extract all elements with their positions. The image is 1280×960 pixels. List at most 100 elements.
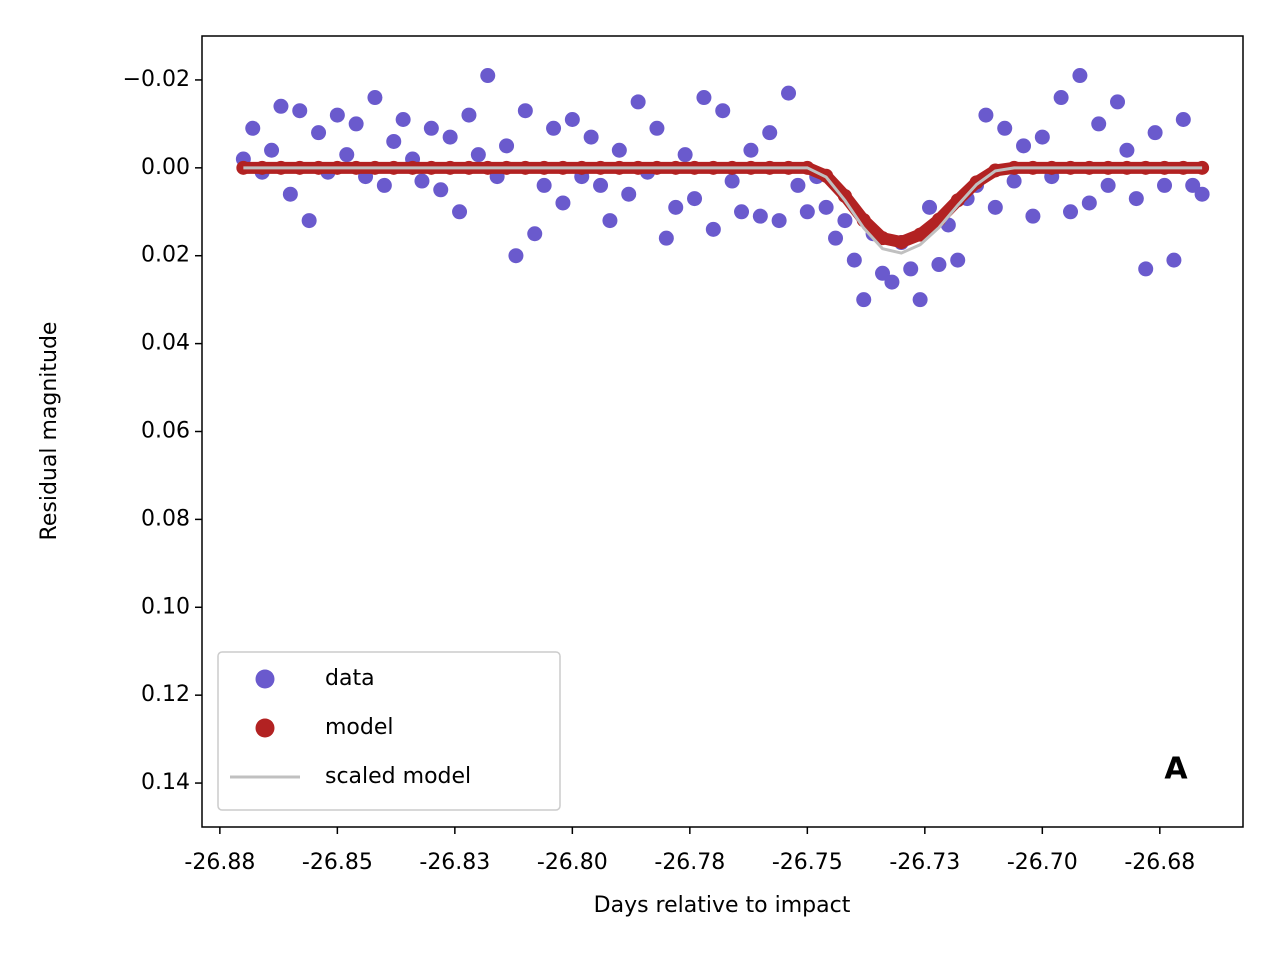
data-point bbox=[705, 221, 721, 237]
data-point bbox=[931, 257, 947, 273]
data-point bbox=[386, 133, 402, 149]
data-point bbox=[846, 252, 862, 268]
data-point bbox=[480, 68, 496, 84]
data-point bbox=[367, 90, 383, 106]
data-point bbox=[245, 120, 261, 136]
data-point bbox=[1072, 68, 1088, 84]
x-tick-label: -26.88 bbox=[184, 850, 255, 875]
data-point bbox=[1128, 191, 1144, 207]
data-point bbox=[301, 213, 317, 229]
data-point bbox=[1063, 204, 1079, 220]
data-point bbox=[922, 199, 938, 215]
legend-box bbox=[217, 651, 561, 811]
legend-key bbox=[255, 669, 275, 689]
data-point bbox=[677, 147, 693, 163]
data-point bbox=[762, 125, 778, 141]
data-point bbox=[583, 129, 599, 145]
data-point bbox=[856, 292, 872, 308]
plot-frame bbox=[201, 35, 1244, 828]
y-axis-label: Residual magnitude bbox=[37, 322, 62, 541]
data-point bbox=[1006, 173, 1022, 189]
data-point bbox=[987, 199, 1003, 215]
data-point bbox=[752, 208, 768, 224]
x-tick-label: -26.85 bbox=[302, 850, 373, 875]
data-point bbox=[1025, 208, 1041, 224]
data-point bbox=[715, 103, 731, 119]
data-point bbox=[423, 120, 439, 136]
x-tick-label: -26.75 bbox=[772, 850, 843, 875]
data-point bbox=[602, 213, 618, 229]
data-point bbox=[1034, 129, 1050, 145]
y-tick-label: 0.14 bbox=[141, 770, 190, 795]
legend-key bbox=[255, 718, 275, 738]
data-point bbox=[311, 125, 327, 141]
y-tick-label: 0.08 bbox=[141, 506, 190, 531]
data-point bbox=[414, 173, 430, 189]
data-point bbox=[527, 226, 543, 242]
data-point bbox=[442, 129, 458, 145]
data-point bbox=[282, 186, 298, 202]
scaled-model-line bbox=[243, 166, 1203, 255]
data-point bbox=[903, 261, 919, 277]
data-point bbox=[433, 182, 449, 198]
legend-label: data bbox=[325, 666, 375, 691]
data-point bbox=[1081, 195, 1097, 211]
data-point bbox=[828, 230, 844, 246]
data-point bbox=[668, 199, 684, 215]
data-point bbox=[593, 177, 609, 193]
data-point bbox=[292, 103, 308, 119]
data-point bbox=[1185, 177, 1201, 193]
data-point bbox=[799, 204, 815, 220]
data-point bbox=[912, 292, 928, 308]
data-point bbox=[1053, 90, 1069, 106]
plot-area bbox=[235, 68, 1210, 308]
data-point bbox=[395, 111, 411, 127]
x-tick-label: -26.83 bbox=[419, 850, 490, 875]
data-point bbox=[950, 252, 966, 268]
data-point bbox=[1119, 142, 1135, 158]
data-point bbox=[1091, 116, 1107, 132]
data-point bbox=[743, 142, 759, 158]
data-point bbox=[1100, 177, 1116, 193]
data-point bbox=[687, 191, 703, 207]
data-point bbox=[734, 204, 750, 220]
data-point bbox=[499, 138, 515, 154]
data-point bbox=[1175, 111, 1191, 127]
data-point bbox=[1138, 261, 1154, 277]
data-point bbox=[1157, 177, 1173, 193]
data-point bbox=[329, 107, 345, 123]
data-point bbox=[781, 85, 797, 101]
data-point bbox=[771, 213, 787, 229]
data-point bbox=[1110, 94, 1126, 110]
data-point bbox=[884, 274, 900, 290]
y-tick-label: 0.06 bbox=[141, 419, 190, 444]
data-point bbox=[997, 120, 1013, 136]
data-point bbox=[724, 173, 740, 189]
data-point bbox=[508, 248, 524, 264]
data-point bbox=[273, 98, 289, 114]
data-point bbox=[517, 103, 533, 119]
data-point bbox=[1194, 186, 1210, 202]
data-point bbox=[875, 265, 891, 281]
data-point bbox=[470, 147, 486, 163]
data-point bbox=[555, 195, 571, 211]
x-axis-label: Days relative to impact bbox=[594, 893, 851, 918]
annotation: A bbox=[1164, 752, 1188, 787]
data-point bbox=[1166, 252, 1182, 268]
y-tick-label: 0.10 bbox=[141, 594, 190, 619]
data-point bbox=[978, 107, 994, 123]
data-point bbox=[546, 120, 562, 136]
data-point bbox=[1147, 125, 1163, 141]
x-tick-label: -26.70 bbox=[1007, 850, 1078, 875]
y-tick-label: −0.02 bbox=[123, 67, 190, 92]
data-point bbox=[649, 120, 665, 136]
data-point bbox=[696, 90, 712, 106]
y-tick-label: 0.12 bbox=[141, 682, 190, 707]
y-tick-label: 0.02 bbox=[141, 243, 190, 268]
data-point bbox=[348, 116, 364, 132]
data-point bbox=[564, 111, 580, 127]
data-point bbox=[790, 177, 806, 193]
x-tick-label: -26.78 bbox=[654, 850, 725, 875]
